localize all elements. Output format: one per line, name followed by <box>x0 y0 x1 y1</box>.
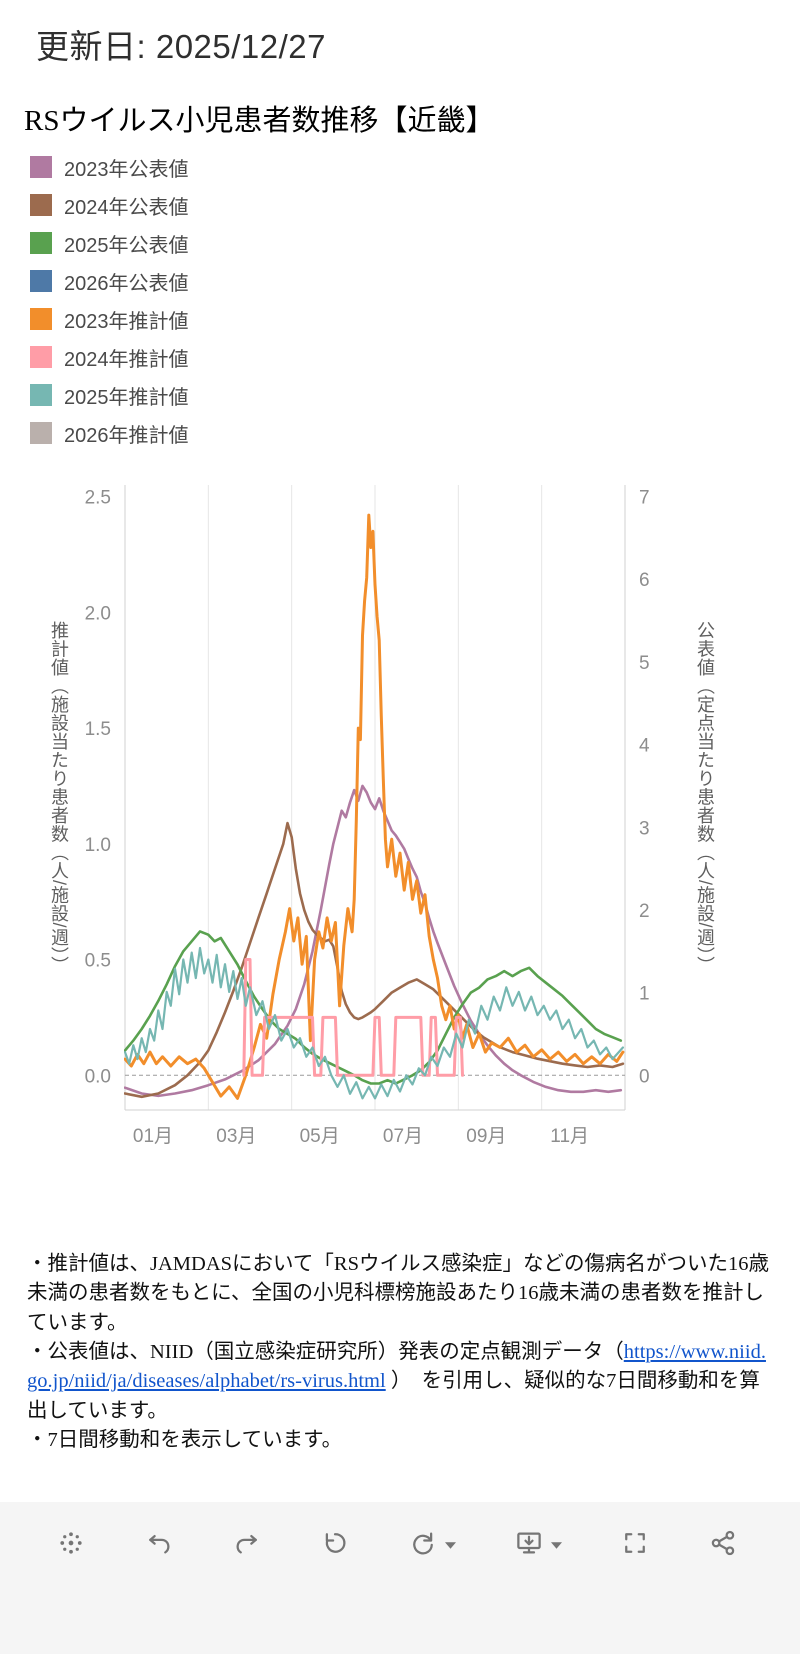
series-line[interactable] <box>124 784 623 1098</box>
y-right-tick-label: 3 <box>639 818 650 839</box>
y-left-tick-label: 2.0 <box>85 603 111 624</box>
legend-label: 2026年公表値 <box>64 272 189 295</box>
right-axis-title: 公表値（定点当たり患者数（人/施設/週）） <box>695 620 715 975</box>
chart-svg[interactable]: 0.0 0.5 1.0 1.5 2.0 2.5 0 1 2 3 4 5 6 7 01月 03月 05月 07月 09… <box>0 470 800 1170</box>
note-line-2-pre: ・公表値は、NIID（国立感染症研究所）発表の定点観測データ（ <box>27 1340 624 1363</box>
product-icon <box>60 1532 82 1554</box>
x-tick-label: 05月 <box>300 1126 340 1147</box>
legend-swatch <box>30 308 52 330</box>
legend-item[interactable]: 2026年推計値 <box>30 422 189 447</box>
legend-item[interactable]: 2024年推計値 <box>30 346 189 371</box>
series-line[interactable] <box>124 930 623 1085</box>
legend-swatch <box>30 346 52 368</box>
revert-button[interactable] <box>316 1524 354 1562</box>
toolbar <box>0 1502 800 1654</box>
note-line-3: ・7日間移動和を表示しています。 <box>27 1428 343 1451</box>
y-left-tick-label: 0.5 <box>85 951 111 972</box>
toolbar-row <box>0 1502 800 1562</box>
y-left-tick-label: 0.0 <box>85 1066 111 1087</box>
x-tick-label: 03月 <box>216 1126 256 1147</box>
series-line[interactable] <box>124 946 624 1100</box>
undo-icon <box>149 1535 170 1554</box>
series-line[interactable] <box>242 958 464 1077</box>
legend-swatch <box>30 232 52 254</box>
refresh-button[interactable] <box>404 1524 460 1562</box>
legend-item[interactable]: 2024年公表値 <box>30 194 189 219</box>
note-line-1: ・推計値は、JAMDASにおいて「RSウイルス感染症」などの傷病名がついた16歳… <box>27 1253 769 1334</box>
legend-swatch <box>30 156 52 178</box>
legend-item[interactable]: 2023年推計値 <box>30 308 189 333</box>
fullscreen-icon <box>625 1533 645 1553</box>
y-right-tick-label: 4 <box>639 736 650 757</box>
chevron-down-icon <box>551 1541 562 1549</box>
redo-button[interactable] <box>228 1524 266 1562</box>
y-left-tick-label: 1.0 <box>85 835 111 856</box>
share-button[interactable] <box>704 1524 742 1562</box>
legend-label: 2023年公表値 <box>64 158 189 181</box>
legend-item[interactable]: 2025年推計値 <box>30 384 189 409</box>
legend-item[interactable]: 2023年公表値 <box>30 156 189 181</box>
series-line[interactable] <box>124 513 625 1100</box>
download-button[interactable] <box>510 1524 566 1562</box>
update-date-label: 更新日: 2025/12/27 <box>36 28 326 65</box>
y-left-tick-label: 1.5 <box>85 719 111 740</box>
legend-swatch <box>30 194 52 216</box>
download-icon <box>517 1532 541 1554</box>
legend-label: 2023年推計値 <box>64 310 189 333</box>
legend-label: 2024年公表値 <box>64 196 189 219</box>
redo-icon <box>236 1535 257 1554</box>
x-tick-label: 07月 <box>383 1126 423 1147</box>
fullscreen-button[interactable] <box>616 1524 654 1562</box>
legend: 2023年公表値 2024年公表値 2025年公表値 2026年公表値 2023年推計値… <box>30 156 189 447</box>
y-right-tick-label: 6 <box>639 570 650 591</box>
chevron-down-icon <box>445 1541 456 1549</box>
y-right-tick-label: 7 <box>639 488 650 509</box>
x-tick-label: 09月 <box>466 1126 506 1147</box>
legend-label: 2026年推計値 <box>64 424 189 447</box>
legend-label: 2025年推計値 <box>64 386 189 409</box>
share-icon <box>711 1530 735 1556</box>
note-line-2-post: ） を引用し、疑似的な7日間移動和を算出しています。 <box>27 1370 760 1422</box>
legend-item[interactable]: 2025年公表値 <box>30 232 189 257</box>
y-left-tick-label: 2.5 <box>85 488 111 509</box>
y-right-tick-label: 0 <box>639 1066 650 1087</box>
undo-button[interactable] <box>140 1524 178 1562</box>
notes: ・推計値は、JAMDASにおいて「RSウイルス感染症」などの傷病名がついた16歳… <box>27 1250 775 1455</box>
chart-title: RSウイルス小児患者数推移【近畿】 <box>24 105 495 137</box>
refresh-icon <box>413 1532 433 1555</box>
x-tick-label: 01月 <box>133 1126 173 1147</box>
legend-label: 2024年推計値 <box>64 348 189 371</box>
note-line-2: ・公表値は、NIID（国立感染症研究所）発表の定点観測データ（https://w… <box>27 1338 775 1426</box>
y-right-tick-label: 2 <box>639 901 650 922</box>
legend-swatch <box>30 270 52 292</box>
left-axis-title: 推計値（施設当たり患者数（人/施設/週）） <box>49 620 69 975</box>
chart-area[interactable]: 推計値（施設当たり患者数（人/施設/週）） 公表値（定点当たり患者数（人/施設/… <box>0 470 800 1170</box>
legend-swatch <box>30 384 52 406</box>
y-right-tick-label: 5 <box>639 653 650 674</box>
y-right-tick-label: 1 <box>639 984 650 1005</box>
legend-label: 2025年公表値 <box>64 234 189 257</box>
product-button[interactable] <box>52 1524 90 1562</box>
x-tick-label: 11月 <box>550 1126 589 1147</box>
niid-link[interactable]: https://www.niid.go.jp/niid/ja/diseases/… <box>27 1340 766 1393</box>
revert-icon <box>325 1533 346 1553</box>
legend-swatch <box>30 422 52 444</box>
legend-item[interactable]: 2026年公表値 <box>30 270 189 295</box>
